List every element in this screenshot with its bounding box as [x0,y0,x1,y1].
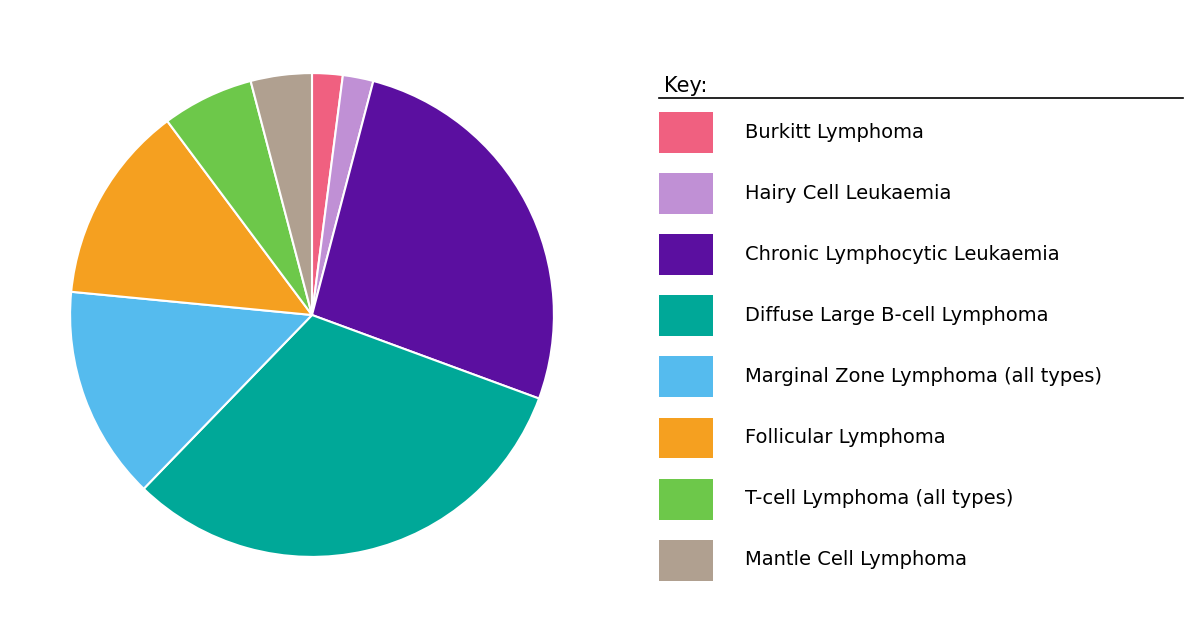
FancyBboxPatch shape [659,295,713,336]
Wedge shape [167,81,312,315]
Wedge shape [312,81,554,399]
Wedge shape [144,315,539,557]
FancyBboxPatch shape [659,357,713,398]
Text: Chronic Lymphocytic Leukaemia: Chronic Lymphocytic Leukaemia [745,245,1060,264]
Text: Mantle Cell Lymphoma: Mantle Cell Lymphoma [745,551,967,570]
Text: Diffuse Large B-cell Lymphoma: Diffuse Large B-cell Lymphoma [745,306,1049,325]
Wedge shape [71,121,312,315]
Text: Follicular Lymphoma: Follicular Lymphoma [745,428,946,447]
FancyBboxPatch shape [659,479,713,520]
Text: Hairy Cell Leukaemia: Hairy Cell Leukaemia [745,184,952,203]
FancyBboxPatch shape [659,112,713,153]
FancyBboxPatch shape [659,234,713,275]
Text: Burkitt Lymphoma: Burkitt Lymphoma [745,123,924,142]
Text: Marginal Zone Lymphoma (all types): Marginal Zone Lymphoma (all types) [745,367,1102,386]
Wedge shape [251,73,312,315]
FancyBboxPatch shape [659,173,713,214]
FancyBboxPatch shape [659,418,713,459]
Wedge shape [70,292,312,489]
Text: T-cell Lymphoma (all types): T-cell Lymphoma (all types) [745,490,1013,508]
FancyBboxPatch shape [659,540,713,581]
Wedge shape [312,73,343,315]
Wedge shape [312,75,373,315]
Text: Key:: Key: [665,76,708,96]
